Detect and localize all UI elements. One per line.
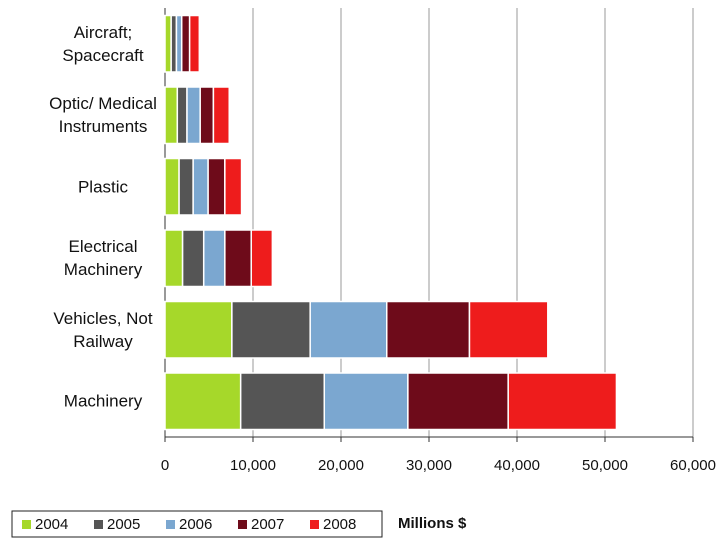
- legend-swatch: [94, 520, 103, 529]
- legend-swatch: [310, 520, 319, 529]
- y-tick-label: Vehicles, Not Railway: [53, 308, 153, 351]
- bar-segment: [170, 14, 178, 73]
- legend-label: 2006: [179, 516, 212, 533]
- bar-segment: [250, 229, 274, 288]
- bar-segment: [202, 229, 226, 288]
- legend-swatch: [166, 520, 175, 529]
- bar-segment: [199, 86, 215, 145]
- legend-label: 2007: [251, 516, 284, 533]
- bar-segment: [175, 14, 183, 73]
- legend-label: 2005: [107, 516, 140, 533]
- x-tick-label: 20,000: [318, 457, 364, 474]
- bar-segment: [164, 300, 233, 359]
- x-axis-label: Millions $: [398, 515, 467, 532]
- bar-segment: [181, 229, 205, 288]
- bar-segment: [468, 300, 549, 359]
- legend-swatch: [22, 520, 31, 529]
- legend-swatch: [238, 520, 247, 529]
- bar-segment: [176, 86, 188, 145]
- bar-segment: [239, 372, 326, 431]
- bar-segment: [309, 300, 388, 359]
- y-tick-label: Optic/ Medical Instruments: [49, 94, 157, 137]
- y-tick-label: Electrical Machinery: [63, 237, 143, 280]
- bar-segment: [224, 229, 252, 288]
- bar-segment: [212, 86, 230, 145]
- legend-label: 2004: [35, 516, 68, 533]
- x-tick-label: 30,000: [406, 457, 452, 474]
- bar-segment: [192, 157, 209, 216]
- bar-segment: [188, 14, 201, 73]
- y-tick-label: Plastic: [77, 177, 129, 197]
- x-tick-label: 60,000: [670, 457, 716, 474]
- bar-segment: [224, 157, 243, 216]
- bar-segment: [186, 86, 201, 145]
- bar-segment: [207, 157, 226, 216]
- bar-segment: [180, 14, 191, 73]
- y-tick-label: Machinery: [63, 391, 143, 411]
- y-tick-label: Aircraft; Spacecraft: [62, 22, 144, 65]
- x-tick-label: 0: [161, 457, 169, 474]
- legend-box: [11, 510, 383, 538]
- x-tick-label: 40,000: [494, 457, 540, 474]
- x-tick-label: 50,000: [582, 457, 628, 474]
- bar-segment: [323, 372, 409, 431]
- bar-segment: [231, 300, 311, 359]
- bar-segment: [507, 372, 618, 431]
- legend-label: 2008: [323, 516, 356, 533]
- bar-segment: [386, 300, 471, 359]
- bar-segment: [178, 157, 194, 216]
- bar-segment: [164, 372, 242, 431]
- bar-segment: [407, 372, 509, 431]
- x-tick-label: 10,000: [230, 457, 276, 474]
